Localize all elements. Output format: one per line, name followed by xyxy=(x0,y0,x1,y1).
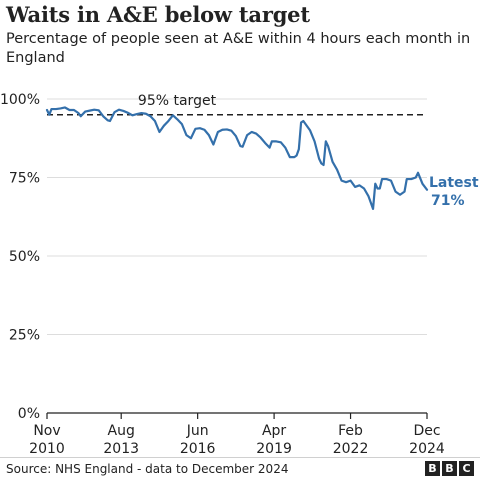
x-tick-label-year: 2016 xyxy=(180,441,216,457)
bbc-logo-letter: B xyxy=(442,461,457,476)
x-tick-label-month: Nov xyxy=(33,423,60,439)
x-tick-label-year: 2013 xyxy=(103,441,139,457)
footer-divider xyxy=(0,457,480,458)
target-label: 95% target xyxy=(138,93,217,109)
annotations: Latest 71% xyxy=(429,175,479,209)
latest-annotation-label: Latest xyxy=(429,175,479,191)
y-tick-label: 75% xyxy=(9,171,40,187)
bbc-logo-letter: C xyxy=(459,461,474,476)
x-tick-label-month: Apr xyxy=(262,423,286,439)
source-note: Source: NHS England - data to December 2… xyxy=(6,462,289,476)
bbc-logo: B B C xyxy=(425,461,474,476)
series-layer xyxy=(45,106,429,210)
y-tick-label: 0% xyxy=(18,406,40,422)
x-tick-label-year: 2019 xyxy=(256,441,292,457)
gridlines xyxy=(47,98,427,335)
series-line xyxy=(45,106,429,210)
x-tick-label-month: Jun xyxy=(186,423,209,439)
bbc-logo-letter: B xyxy=(425,461,440,476)
y-tick-label: 25% xyxy=(9,328,40,344)
y-tick-label: 50% xyxy=(9,249,40,265)
x-tick-label-year: 2010 xyxy=(29,441,65,457)
y-tick-label: 100% xyxy=(0,92,40,108)
x-tick-label-month: Dec xyxy=(413,423,440,439)
chart-subtitle: Percentage of people seen at A&E within … xyxy=(6,31,471,66)
x-tick-label-year: 2022 xyxy=(333,441,369,457)
x-axis: Nov 2010 Aug 2013 Jun 2016 Apr 2019 Feb 2022 Dec 20… xyxy=(29,412,445,457)
latest-annotation-value: 71% xyxy=(431,193,465,209)
y-axis-tick-labels: 0% 25% 50% 75% 100% xyxy=(0,92,40,422)
x-tick-label-month: Feb xyxy=(338,423,363,439)
chart-title: Waits in A&E below target xyxy=(6,2,310,27)
x-tick-label-year: 2024 xyxy=(409,441,445,457)
target-reference: 95% target xyxy=(47,93,427,116)
x-tick-label-month: Aug xyxy=(108,423,135,439)
